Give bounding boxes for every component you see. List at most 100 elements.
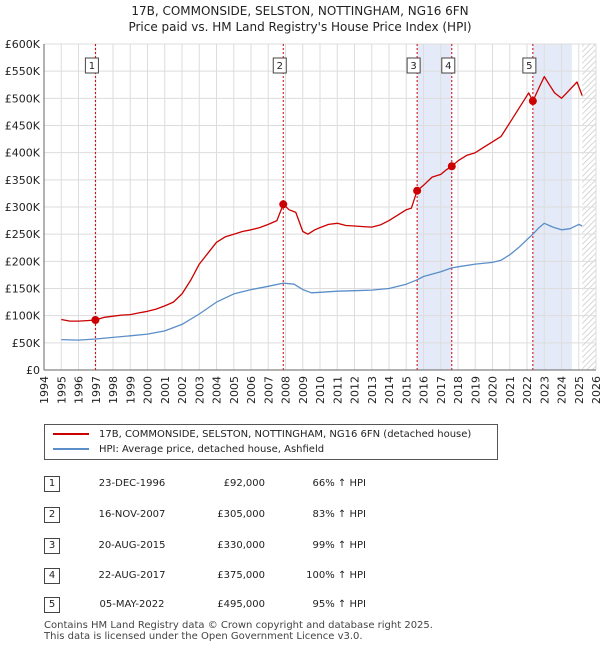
x-tick-label: 2021 [504,376,517,404]
x-tick-label: 2024 [556,376,569,404]
legend-property-label: 17B, COMMONSIDE, SELSTON, NOTTINGHAM, NG… [99,429,472,440]
legend: 17B, COMMONSIDE, SELSTON, NOTTINGHAM, NG… [44,424,498,460]
x-tick-label: 2006 [245,376,258,404]
row-date: 22-AUG-2017 [98,570,166,581]
y-tick-label: £200K [5,255,41,268]
x-tick-label: 2000 [142,376,155,404]
y-tick-label: £150K [5,283,41,296]
y-tick-label: £600K [5,38,41,51]
chart-title-line-1: 17B, COMMONSIDE, SELSTON, NOTTINGHAM, NG… [131,4,469,18]
row-price: £330,000 [217,540,265,551]
row-badge: 4 [44,568,60,584]
sale-number-label: 4 [445,61,451,72]
x-tick-label: 1994 [38,376,51,404]
sale-point [413,186,422,195]
y-tick-label: £250K [5,228,41,241]
x-tick-label: 2011 [331,376,344,404]
legend-item-property: 17B, COMMONSIDE, SELSTON, NOTTINGHAM, NG… [53,428,471,442]
row-badge: 3 [44,538,60,554]
row-date: 20-AUG-2015 [98,540,166,551]
row-hpi-pct: 66% ↑ HPI [312,478,366,489]
row-hpi-pct: 100% ↑ HPI [306,570,366,581]
sale-number-box [272,57,287,74]
row-hpi-pct: 99% ↑ HPI [312,540,366,551]
x-tick-label: 2005 [228,376,241,404]
sale-point [528,97,537,106]
legend-hpi-swatch [53,448,89,450]
x-tick-label: 1997 [90,376,103,404]
row-price: £92,000 [223,478,265,489]
sale-point [279,200,288,209]
row-badge: 1 [44,476,60,492]
table-row: 4 22-AUG-2017 £375,000 100% ↑ HPI [0,568,600,588]
y-tick-label: £350K [5,174,41,187]
y-tick-label: £450K [5,120,41,133]
y-tick-label: £300K [5,201,41,214]
x-tick-label: 2022 [521,376,534,404]
x-tick-label: 1999 [124,376,137,404]
x-tick-label: 2020 [487,376,500,404]
x-tick-label: 2016 [418,376,431,404]
x-tick-label: 2019 [469,376,482,404]
sale-number-box [406,57,421,74]
sale-number-box [441,57,456,74]
property-price-line [61,75,583,322]
chart-title-line-2: Price paid vs. HM Land Registry's House … [128,20,472,34]
row-date: 23-DEC-1996 [98,478,166,489]
footer-licence: This data is licensed under the Open Gov… [44,631,363,642]
y-tick-label: £100K [5,310,41,323]
row-date: 05-MAY-2022 [99,599,165,610]
row-badge: 2 [44,507,60,523]
row-hpi-pct: 83% ↑ HPI [312,509,366,520]
price-chart: £0 £50K £100K £150K £200K £250K £300K £350K £400… [5,38,600,404]
x-tick-label: 2013 [366,376,379,404]
row-price: £375,000 [217,570,265,581]
x-tick-label: 2023 [538,376,551,404]
x-tick-label: 2025 [573,376,586,404]
x-tick-label: 2009 [297,376,310,404]
hpi-line [61,222,583,341]
x-tick-label: 2008 [280,376,293,404]
row-hpi-pct: 95% ↑ HPI [312,599,366,610]
sale-point [447,162,456,171]
x-tick-label: 2001 [159,376,172,404]
row-date: 16-NOV-2007 [98,509,166,520]
x-tick-label: 2015 [400,376,413,404]
row-price: £495,000 [217,599,265,610]
legend-item-hpi: HPI: Average price, detached house, Ashf… [53,443,324,457]
x-tick-label: 2017 [435,376,448,404]
x-tick-label: 2026 [590,376,600,404]
y-tick-label: £550K [5,65,41,78]
table-row: 1 23-DEC-1996 £92,000 66% ↑ HPI [0,476,600,496]
row-badge: 5 [44,597,60,613]
x-tick-label: 2018 [452,376,465,404]
x-tick-label: 2003 [193,376,206,404]
x-tick-label: 1995 [55,376,68,404]
sale-number-box [84,57,99,74]
table-row: 5 05-MAY-2022 £495,000 95% ↑ HPI [0,597,600,617]
sale-point [91,316,100,325]
x-tick-label: 2010 [314,376,327,404]
y-tick-label: £50K [12,337,41,350]
x-tick-label: 2002 [176,376,189,404]
footer-copyright: Contains HM Land Registry data © Crown c… [44,620,433,631]
y-tick-label: £0 [26,364,40,377]
legend-property-swatch [53,433,89,435]
x-tick-label: 1998 [107,376,120,404]
y-tick-label: £500K [5,92,41,105]
y-tick-label: £400K [5,147,41,160]
sale-number-label: 5 [526,61,532,72]
sale-number-label: 2 [277,61,283,72]
x-tick-label: 2014 [383,376,396,404]
footer: Contains HM Land Registry data © Crown c… [44,620,433,642]
x-tick-label: 1996 [73,376,86,404]
table-row: 3 20-AUG-2015 £330,000 99% ↑ HPI [0,538,600,558]
x-tick-label: 2007 [262,376,275,404]
x-tick-label: 2012 [349,376,362,404]
sale-number-box [522,57,537,74]
table-row: 2 16-NOV-2007 £305,000 83% ↑ HPI [0,507,600,527]
legend-hpi-label: HPI: Average price, detached house, Ashf… [99,444,325,455]
row-price: £305,000 [217,509,265,520]
x-tick-label: 2004 [211,376,224,404]
sale-number-label: 3 [410,61,416,72]
